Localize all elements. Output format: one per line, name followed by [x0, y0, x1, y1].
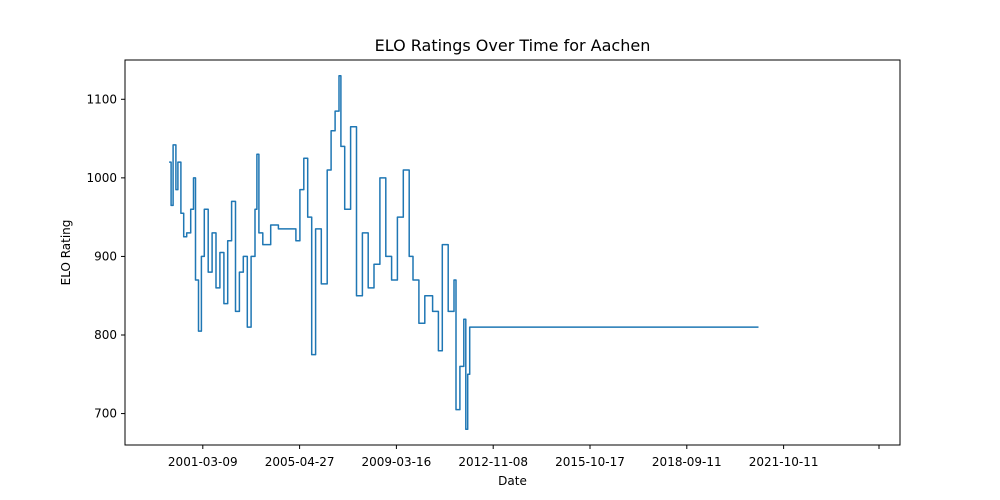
y-tick-label: 700: [94, 407, 117, 421]
y-tick-label: 1100: [86, 92, 117, 106]
x-tick-label: 2012-11-08: [458, 455, 528, 469]
y-axis-label: ELO Rating: [59, 220, 73, 286]
plot-frame: [124, 59, 901, 446]
series-line: [169, 74, 759, 431]
y-axis: 700 800 900 1000 1100: [86, 92, 125, 421]
x-tick-label: 2005-04-27: [265, 455, 335, 469]
y-tick-label: 900: [94, 249, 117, 263]
x-tick-label: 2001-03-09: [168, 455, 238, 469]
x-tick-label: 2009-03-16: [362, 455, 432, 469]
chart-title: ELO Ratings Over Time for Aachen: [375, 36, 651, 55]
x-axis-label: Date: [498, 474, 527, 488]
x-axis: 2001-03-09 2005-04-27 2009-03-16 2012-11-08…: [168, 445, 880, 469]
x-tick-label: 2015-10-17: [555, 455, 625, 469]
y-tick-label: 800: [94, 328, 117, 342]
x-tick-label: 2021-10-11: [749, 455, 819, 469]
y-tick-label: 1000: [86, 171, 117, 185]
x-tick-label: 2018-09-11: [652, 455, 722, 469]
plot-area: [169, 74, 759, 431]
